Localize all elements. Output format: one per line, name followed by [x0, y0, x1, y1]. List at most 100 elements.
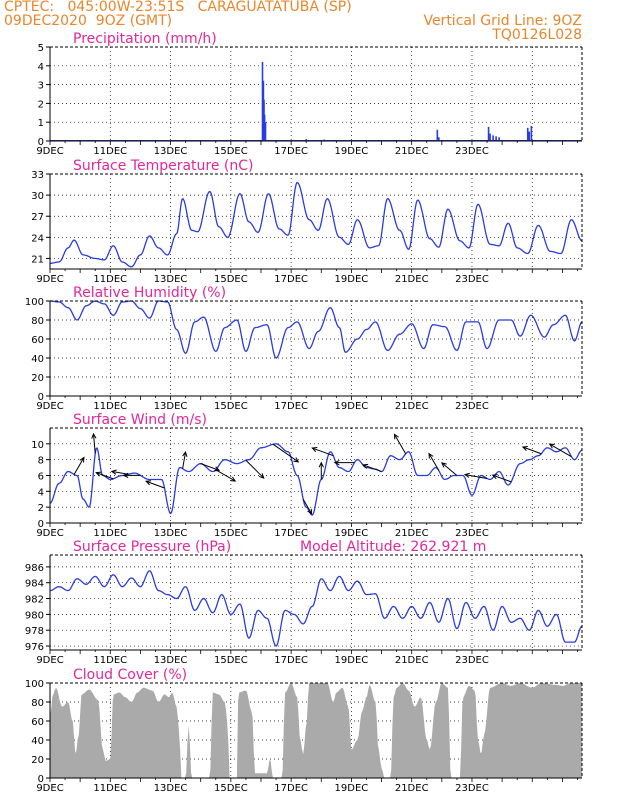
cloud-xtick-label: 13DEC	[154, 783, 188, 794]
wind-arrow-head	[521, 446, 528, 451]
rh-ytick-label: 100	[25, 297, 44, 308]
pres-ytick-label: 976	[25, 642, 44, 653]
wind-arrow	[318, 461, 324, 480]
precip-xtick-label: 17DEC	[274, 146, 308, 157]
cloud-area	[50, 683, 582, 778]
wind-arrow-head	[491, 474, 498, 480]
rh-xtick-label: 19DEC	[335, 401, 369, 412]
wind-arrow	[548, 443, 572, 458]
pres-title: Surface Pressure (hPa)	[73, 539, 231, 555]
cloud-xtick-label: 21DEC	[395, 783, 429, 794]
wind-series-line	[49, 443, 583, 516]
temp-ytick-label: 24	[31, 233, 44, 244]
wind-xtick-label: 19DEC	[335, 528, 369, 539]
precip-ytick-label: 4	[38, 62, 44, 73]
temp-ytick-label: 21	[31, 254, 44, 265]
rh-xtick-label: 17DEC	[274, 401, 308, 412]
precip-ytick-label: 3	[38, 81, 44, 92]
pres-panel: Surface Pressure (hPa) Model Altitude: 26…	[25, 539, 583, 666]
pres-ytick-label: 984	[25, 579, 44, 590]
temp-panel: Surface Temperature (nC) 21 24 27 30 33 9DEC 11…	[31, 158, 583, 285]
header-model-code: TQ0126L028	[492, 27, 582, 43]
wind-xtick-label: 17DEC	[274, 528, 308, 539]
rh-series-line	[50, 300, 583, 359]
pres-xtick-label: 17DEC	[274, 655, 308, 666]
wind-ytick-label: 0	[38, 519, 44, 530]
wind-arrow	[73, 456, 85, 475]
wind-arrow-shaft	[73, 457, 85, 475]
cloud-xtick-label: 11DEC	[93, 783, 127, 794]
rh-panel: Relative Humidity (%) 0 20 40 60 80 100 9DEC 11D…	[25, 285, 583, 412]
precip-xtick-label: 15DEC	[214, 146, 248, 157]
temp-xtick-label: 9DEC	[36, 274, 63, 285]
wind-ytick-label: 8	[38, 456, 44, 467]
wind-arrow-head	[311, 447, 318, 452]
precip-panel: Precipitation (mm/h) 0 1 2 3 4 5 9DEC 11DEC 13DEC…	[36, 31, 583, 157]
cloud-title: Cloud Cover (%)	[73, 667, 187, 683]
wind-arrow-head	[393, 433, 399, 440]
wind-arrow-shaft	[441, 462, 458, 476]
rh-xtick-label: 11DEC	[93, 401, 127, 412]
wind-xtick-label: 9DEC	[36, 528, 63, 539]
wind-arrow-head	[548, 443, 555, 449]
wind-xtick-label: 23DEC	[455, 528, 489, 539]
wind-xtick-label: 13DEC	[154, 528, 188, 539]
precip-xtick-label: 19DEC	[335, 146, 369, 157]
wind-title: Surface Wind (m/s)	[73, 412, 207, 428]
pres-xtick-label: 21DEC	[395, 655, 429, 666]
cloud-panel: Cloud Cover (%) 0 20 40 60 80 100 9DEC 11DEC 13DE…	[25, 667, 583, 794]
wind-arrow-head	[307, 508, 313, 515]
wind-ytick-label: 4	[38, 487, 44, 498]
rh-ytick-label: 0	[38, 392, 44, 403]
temp-xtick-label: 15DEC	[214, 274, 248, 285]
wind-arrow-head	[318, 461, 324, 468]
temp-xtick-label: 17DEC	[274, 274, 308, 285]
wind-arrow-head	[463, 472, 470, 478]
wind-arrow-shaft	[215, 469, 236, 482]
wind-arrow-head	[214, 466, 221, 472]
wind-arrow-shaft	[145, 480, 165, 489]
wind-arrow-shaft	[182, 451, 187, 469]
wind-ytick-label: 10	[31, 440, 44, 451]
wind-arrow-head	[258, 473, 265, 479]
pres-subtitle: Model Altitude: 262.921 m	[300, 539, 486, 555]
precip-xtick-label: 23DEC	[455, 146, 489, 157]
wind-arrow-shaft	[394, 434, 407, 454]
rh-xtick-label: 13DEC	[154, 401, 188, 412]
wind-arrow-shaft	[312, 447, 334, 457]
cloud-ytick-label: 100	[25, 679, 44, 690]
wind-arrow	[362, 463, 382, 473]
wind-arrow-shaft	[200, 463, 220, 471]
temp-xtick-label: 11DEC	[93, 274, 127, 285]
cloud-ytick-label: 60	[31, 717, 44, 728]
wind-arrow-head	[441, 462, 447, 468]
cloud-xtick-label: 17DEC	[274, 783, 308, 794]
wind-panel: Surface Wind (m/s) 0 2 4 6 8 10 9DEC 11DEC 13DEC 1…	[31, 412, 583, 539]
cloud-xtick-label: 15DEC	[214, 783, 248, 794]
wind-arrow-head	[91, 432, 97, 439]
cloud-xtick-label: 9DEC	[36, 783, 63, 794]
wind-arrow-head	[145, 480, 152, 486]
wind-arrow	[95, 471, 114, 480]
wind-arrow-shaft	[93, 433, 96, 454]
precip-xtick-label: 21DEC	[395, 146, 429, 157]
pres-xtick-label: 13DEC	[154, 655, 188, 666]
wind-arrow	[91, 432, 97, 454]
wind-arrow-head	[293, 457, 300, 463]
temp-ytick-label: 33	[31, 170, 44, 181]
rh-xtick-label: 21DEC	[395, 401, 429, 412]
precip-ytick-label: 1	[38, 118, 44, 129]
wind-arrow	[428, 452, 440, 471]
cloud-ytick-label: 80	[31, 698, 44, 709]
rh-ytick-label: 40	[31, 354, 44, 365]
wind-ytick-label: 2	[38, 503, 44, 514]
header-location: CPTEC: 045:00W-23:51S CARAGUATATUBA (SP)	[4, 0, 352, 15]
wind-arrow-head	[428, 452, 434, 459]
rh-ytick-label: 20	[31, 373, 44, 384]
precip-xtick-label: 11DEC	[93, 146, 127, 157]
wind-xtick-label: 21DEC	[395, 528, 429, 539]
wind-arrow-shaft	[96, 472, 114, 480]
precip-ytick-label: 0	[38, 137, 44, 148]
wind-arrow	[272, 443, 300, 463]
